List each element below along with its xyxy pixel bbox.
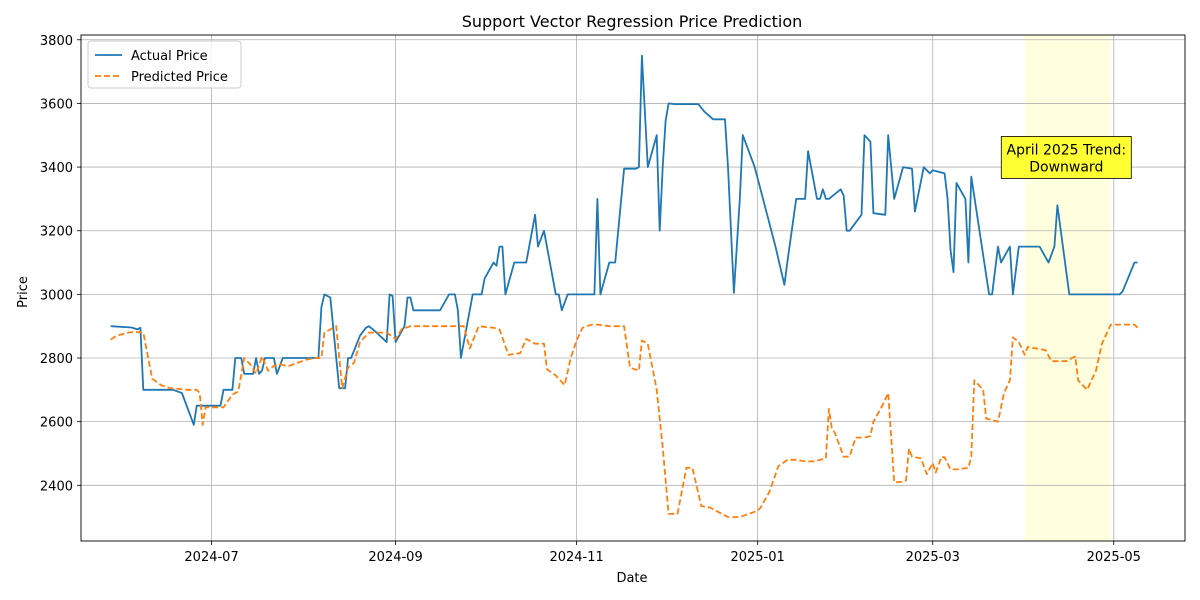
y-tick-label: 3200	[40, 225, 73, 240]
y-tick-label: 2600	[40, 416, 73, 431]
actual-price-line	[110, 54, 1138, 426]
axes-frame	[80, 34, 1186, 542]
y-tick-label: 3400	[40, 161, 73, 176]
y-tick-label: 3600	[40, 97, 73, 112]
annotation-box	[1000, 136, 1132, 179]
trend-annotation: April 2025 Trend:Downward	[1000, 136, 1132, 179]
x-tick-label: 2025-05	[1087, 550, 1141, 565]
x-tick-label: 2024-07	[184, 550, 238, 565]
chart-title: Support Vector Regression Price Predicti…	[462, 12, 803, 31]
y-tick-label: 2800	[40, 352, 73, 367]
x-tick-label: 2025-03	[906, 550, 960, 565]
y-tick-label: 3000	[40, 288, 73, 303]
annotation-text: Downward	[1029, 159, 1103, 175]
x-tick-label: 2024-11	[549, 550, 603, 565]
x-axis-title: Date	[616, 571, 647, 586]
y-axis-title: Price	[16, 276, 31, 308]
x-tick-label: 2025-01	[730, 550, 784, 565]
legend-entry-label: Predicted Price	[131, 70, 228, 85]
plot-area: 2024-07 2024-09 2024-11 2025-01 2025-03 2025-…	[40, 34, 1186, 565]
x-tick-label: 2024-09	[368, 550, 422, 565]
y-tick-label: 3800	[40, 34, 73, 49]
legend-box	[87, 40, 242, 89]
legend-entry-label: Actual Price	[131, 49, 208, 64]
predicted-price-line	[110, 323, 1139, 518]
annotation-text: April 2025 Trend:	[1007, 142, 1127, 158]
legend: Actual Price Predicted Price	[87, 40, 242, 89]
y-tick-label: 2400	[40, 479, 73, 494]
